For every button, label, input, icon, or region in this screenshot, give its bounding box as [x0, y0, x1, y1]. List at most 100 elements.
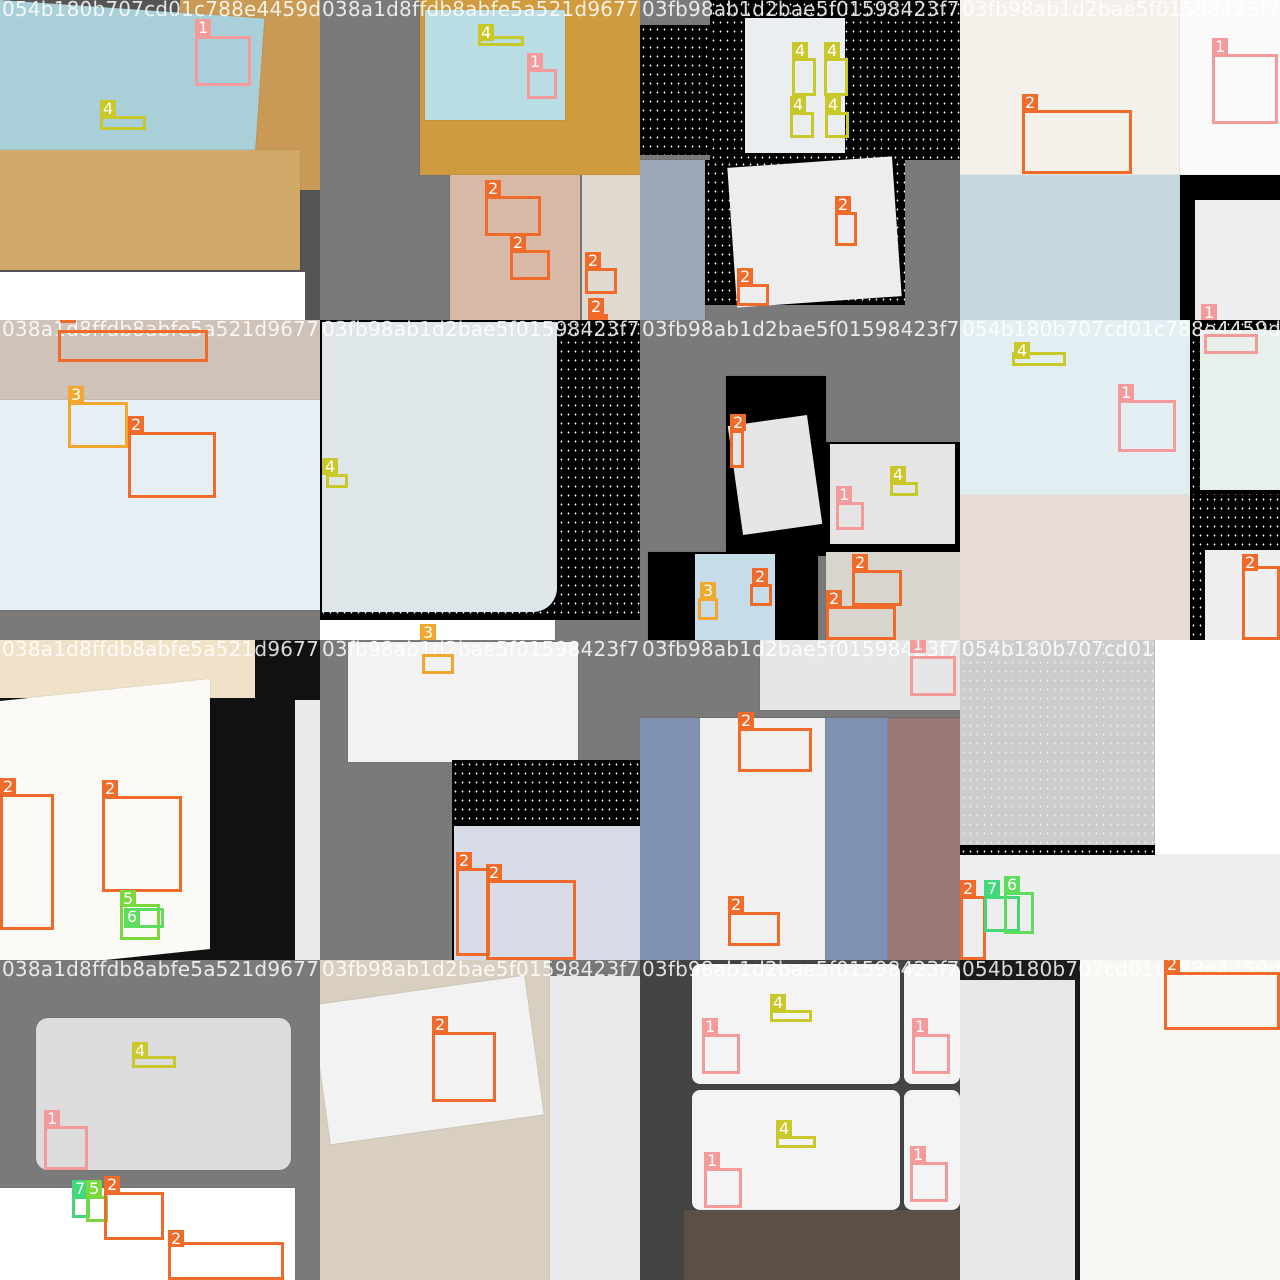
tile-10: 03fb98ab1d2bae5f01598423f7d 1 2 2	[640, 640, 960, 960]
train-number-box	[770, 1010, 812, 1022]
filename-label: 03fb98ab1d2bae5f01598423f7d	[322, 640, 640, 661]
class-label: 1	[910, 1146, 927, 1163]
class-label: 1	[195, 19, 212, 36]
filename-label: 038a1d8ffdb8abfe5a521d96777	[322, 0, 640, 21]
class-label: 1	[527, 53, 544, 70]
class-label: 4	[824, 42, 841, 59]
class-label: 2	[456, 852, 473, 869]
train-number-box	[326, 474, 348, 488]
filename-label: 03fb98ab1d2bae5f01598423f7d	[642, 640, 960, 661]
tile-11: 054b180b707cd01c788e4459d6 2 7 6	[960, 640, 1280, 960]
tile-13: 03fb98ab1d2bae5f01598423f7d 2	[320, 960, 640, 1280]
class-label: 6	[1004, 876, 1021, 893]
train-number-box	[790, 112, 814, 138]
class-label: 5	[86, 1180, 103, 1197]
class-label: 1	[702, 1018, 719, 1035]
train-number-box	[792, 58, 816, 96]
class-label: 2	[510, 234, 527, 251]
class-label: 3	[420, 624, 437, 640]
class-label: 2	[826, 590, 843, 607]
stamp-box	[835, 212, 857, 246]
train-number-box	[132, 1056, 176, 1068]
filename-label: 054b180b707cd01c788e4459d6	[962, 640, 1280, 661]
stamp-box	[102, 796, 182, 892]
class-label: 2	[485, 180, 502, 197]
class-label: 2	[588, 298, 605, 315]
train-number-box	[100, 116, 146, 130]
stamp-box	[1164, 972, 1280, 1030]
filename-label: 03fb98ab1d2bae5f01598423f7d	[322, 960, 640, 981]
stamp-box	[456, 868, 490, 956]
class-label: 1	[836, 486, 853, 503]
mark-box	[120, 904, 160, 940]
seal-box	[422, 654, 454, 674]
stamp-box	[104, 1192, 164, 1240]
tile-6: 03fb98ab1d2bae5f01598423f7d 2 4 1 2 3 2 …	[640, 320, 960, 640]
class-label: 6	[124, 908, 141, 925]
class-label: 2	[585, 252, 602, 269]
stamp-box	[128, 432, 216, 498]
tile-12: 038a1d8ffdb8abfe5a521d96777 4 1 7 5 2 2	[0, 960, 320, 1280]
tile-8: 038a1d8ffdb8abfe5a521d96777 2 2 5 6	[0, 640, 320, 960]
tile-1: 038a1d8ffdb8abfe5a521d96777 4 1 2 2 2 2	[320, 0, 640, 320]
stamp-box	[738, 728, 812, 772]
class-label: 3	[700, 582, 717, 599]
tile-4: 038a1d8ffdb8abfe5a521d96777 2 3 2	[0, 320, 320, 640]
stamp-box	[486, 880, 576, 960]
class-label: 2	[737, 268, 754, 285]
tile-14: 03fb98ab1d2bae5f01598423f7d 4 1 1 4 1 1	[640, 960, 960, 1280]
train-number-box	[824, 58, 848, 96]
tile-9: 03fb98ab1d2bae5f01598423f7d 2 2	[320, 640, 640, 960]
class-label: 2	[168, 1230, 185, 1247]
filename-label: 054b180b707cd01c788e4459d6	[2, 0, 320, 21]
stamp-box	[737, 284, 769, 306]
qr-box	[195, 36, 251, 86]
class-label: 2	[1242, 554, 1259, 571]
class-label: 1	[912, 1018, 929, 1035]
filename-label: 03fb98ab1d2bae5f01598423f7d	[642, 960, 960, 981]
filename-label: 038a1d8ffdb8abfe5a521d96777	[2, 960, 320, 981]
filename-label: 03fb98ab1d2bae5f01598423f7d	[322, 320, 640, 341]
stamp-box	[1022, 110, 1132, 174]
class-label: 2	[102, 780, 119, 797]
class-label: 5	[120, 890, 137, 907]
filename-label: 03fb98ab1d2bae5f01598423f7d	[642, 0, 960, 21]
class-label: 2	[432, 1016, 449, 1033]
stamp-box	[728, 912, 780, 946]
class-label: 1	[1212, 38, 1229, 55]
qr-box	[1118, 400, 1176, 452]
stamp-box	[826, 606, 896, 640]
class-label: 1	[910, 640, 927, 653]
tile-5: 03fb98ab1d2bae5f01598423f7d 4 3	[320, 320, 640, 640]
class-label: 4	[132, 1042, 149, 1059]
class-label: 4	[825, 96, 842, 113]
class-label: 4	[478, 24, 495, 41]
stamp-box	[585, 268, 617, 294]
class-label: 4	[1014, 342, 1031, 359]
tile-0: 054b180b707cd01c788e4459d6 1 4	[0, 0, 320, 320]
qr-box	[704, 1168, 742, 1208]
filename-label: 03fb98ab1d2bae5f01598423f7d	[642, 320, 960, 341]
class-label: 2	[835, 196, 852, 213]
qr-box	[1212, 54, 1278, 124]
qr-box	[836, 502, 864, 530]
mark-box	[1004, 892, 1034, 934]
class-label: 2	[60, 320, 77, 323]
stamp-box	[852, 570, 902, 606]
stamp-box	[168, 1242, 284, 1280]
class-label: 1	[1118, 384, 1135, 401]
filename-label: 054b180b707cd01c788e4459d6	[962, 960, 1280, 981]
stamp-box	[58, 330, 208, 362]
filename-label: 03fb98ab1d2bae5f01598423f7d	[962, 0, 1280, 21]
mark-box	[984, 896, 1020, 932]
class-label: 1	[704, 1152, 721, 1169]
class-label: 2	[0, 778, 17, 795]
class-label: 2	[104, 1176, 121, 1193]
class-label: 4	[792, 42, 809, 59]
seal-box	[698, 598, 718, 620]
class-label: 4	[776, 1120, 793, 1137]
stamp-box	[1242, 566, 1280, 640]
class-label: 2	[752, 568, 769, 585]
stamp-box	[485, 196, 541, 236]
class-label: 7	[72, 1180, 89, 1197]
